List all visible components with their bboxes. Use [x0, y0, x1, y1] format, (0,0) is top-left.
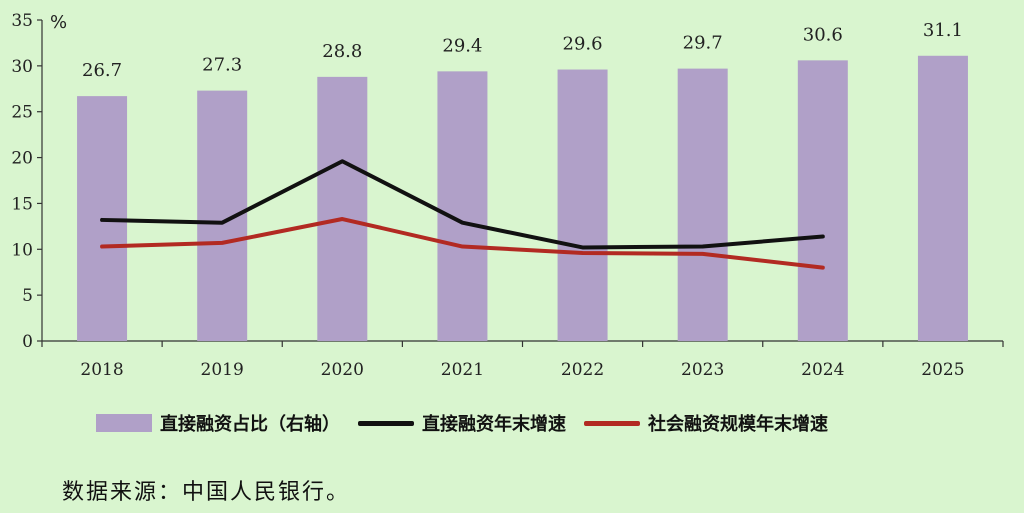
bar-data-label: 29.7	[683, 33, 723, 54]
y-tick-label: 10	[11, 240, 33, 260]
source-note: 数据来源：中国人民银行。	[62, 480, 351, 505]
bar	[797, 60, 848, 342]
bar	[677, 68, 728, 341]
legend-label-line-1: 直接融资年末增速	[422, 414, 566, 435]
y-tick-label: 15	[11, 194, 33, 214]
y-tick-label: 35	[11, 11, 33, 31]
x-tick-label: 2020	[321, 360, 364, 380]
bar	[917, 55, 968, 342]
y-tick-label: 30	[11, 57, 33, 77]
y-tick-label: 20	[11, 149, 33, 169]
bar-data-label: 27.3	[202, 55, 242, 76]
line-series-1	[100, 159, 825, 250]
line-series	[100, 159, 825, 270]
legend-swatch-line-2	[584, 420, 640, 426]
legend-item-line-2: 社会融资规模年末增速	[584, 410, 828, 436]
legend-swatch-bars	[96, 414, 152, 432]
bar-data-label: 31.1	[923, 20, 963, 41]
line-series-2	[100, 217, 825, 270]
y-unit-label: %	[50, 12, 67, 33]
legend-swatch-line-1	[358, 420, 414, 426]
bar-data-label: 30.6	[803, 24, 843, 45]
bar	[317, 76, 368, 341]
bar-data-label: 28.8	[322, 41, 362, 62]
bar-data-label: 29.4	[442, 35, 482, 56]
bar	[437, 71, 488, 342]
bar-data-label: 26.7	[82, 60, 122, 81]
legend-label-bars: 直接融资占比（右轴）	[160, 414, 340, 435]
x-tick-label: 2024	[801, 360, 844, 380]
x-tick-label: 2022	[561, 360, 604, 380]
y-tick-label: 0	[22, 332, 33, 352]
x-tick-label: 2021	[441, 360, 484, 380]
legend: 直接融资占比（右轴） 直接融资年末增速 社会融资规模年末增速	[96, 410, 846, 436]
bar-data-label: 29.6	[563, 34, 603, 55]
y-tick-label: 5	[22, 286, 33, 306]
bar-series	[77, 55, 968, 342]
x-tick-label: 2019	[201, 360, 244, 380]
y-tick-label: 25	[11, 103, 33, 123]
legend-label-line-2: 社会融资规模年末增速	[648, 414, 828, 435]
x-tick-label: 2023	[681, 360, 724, 380]
x-tick-label: 2025	[921, 360, 964, 380]
legend-item-bars: 直接融资占比（右轴）	[96, 410, 340, 436]
x-tick-label: 2018	[80, 360, 123, 380]
legend-item-line-1: 直接融资年末增速	[358, 410, 566, 436]
data-labels: 26.7 27.3 28.8 29.4 29.6 29.7 30.6 31.1	[82, 20, 963, 81]
bar	[557, 69, 608, 342]
